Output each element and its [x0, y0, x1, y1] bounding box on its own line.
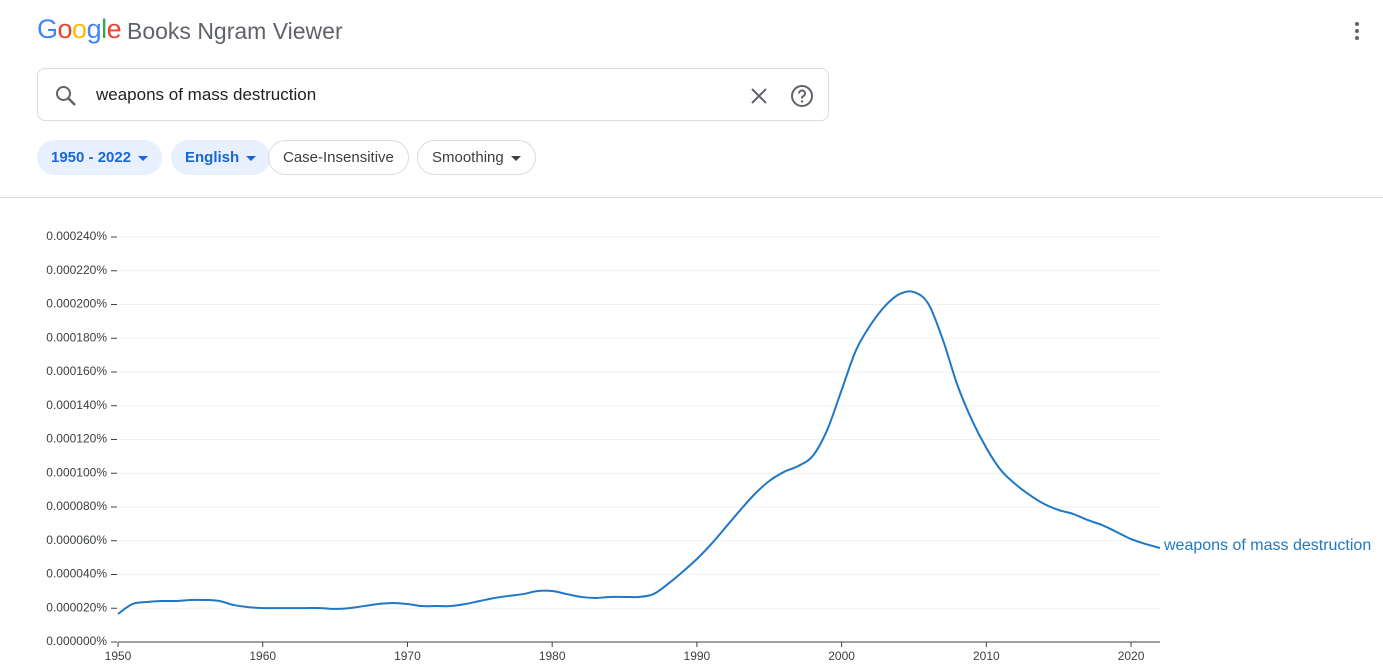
help-button[interactable]	[790, 84, 814, 108]
x-tick-label: 2020	[1118, 649, 1145, 663]
y-tick-label: 0.000160%	[46, 364, 107, 378]
search-box[interactable]: weapons of mass destruction	[37, 68, 829, 121]
y-tick-label: 0.000180%	[46, 330, 107, 344]
y-tick-label: 0.000200%	[46, 297, 107, 311]
chip-label: English	[185, 149, 240, 166]
y-tick-label: 0.000060%	[46, 533, 107, 547]
case-chip[interactable]: Case-Insensitive	[268, 140, 409, 175]
chip-label: Smoothing	[432, 149, 504, 166]
y-tick-label: 0.000040%	[46, 567, 107, 581]
divider	[0, 197, 1383, 198]
x-tick-label: 2000	[828, 649, 855, 663]
chart: 0.000000% 0.000020% 0.000040% 0.000060% 0.00…	[46, 229, 1371, 663]
chip-label: 1950 - 2022	[51, 149, 132, 166]
search-query[interactable]: weapons of mass destruction	[96, 85, 317, 104]
series-line	[117, 290, 1161, 615]
product-name: Books Ngram Viewer	[127, 18, 343, 44]
year-range-chip[interactable]: 1950 - 2022	[37, 140, 163, 175]
smoothing-chip[interactable]: Smoothing	[417, 140, 536, 175]
chip-label: Case-Insensitive	[283, 149, 394, 166]
x-tick-label: 1960	[249, 649, 276, 663]
corpus-chip[interactable]: English	[171, 140, 271, 175]
logo[interactable]: Google	[37, 14, 122, 44]
x-tick-label: 1950	[105, 649, 132, 663]
x-tick-label: 1980	[539, 649, 566, 663]
x-tick-label: 2010	[973, 649, 1000, 663]
x-tick-label: 1990	[684, 649, 711, 663]
y-tick-label: 0.000140%	[46, 398, 107, 412]
y-tick-label: 0.000220%	[46, 263, 107, 277]
search-icon	[56, 86, 76, 106]
menu-button[interactable]	[1345, 20, 1369, 44]
y-tick-label: 0.000020%	[46, 600, 107, 614]
y-tick-label: 0.000240%	[46, 229, 107, 243]
y-tick-label: 0.000100%	[46, 465, 107, 479]
y-tick-label: 0.000000%	[46, 634, 107, 648]
y-tick-label: 0.000120%	[46, 432, 107, 446]
x-tick-label: 1970	[394, 649, 421, 663]
y-tick-label: 0.000080%	[46, 499, 107, 513]
clear-button[interactable]	[747, 84, 771, 108]
series-label: weapons of mass destruction	[1163, 537, 1371, 554]
